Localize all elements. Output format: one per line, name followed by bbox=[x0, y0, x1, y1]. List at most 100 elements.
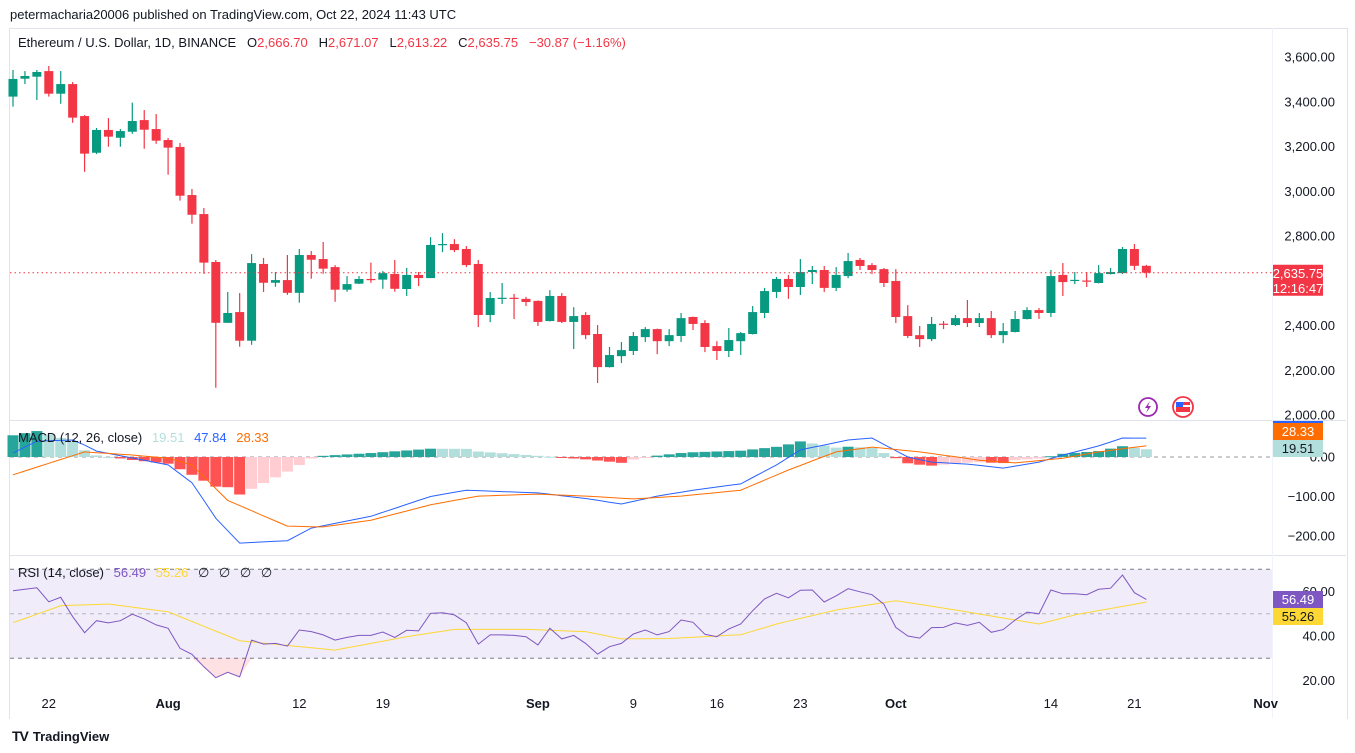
candle-body bbox=[557, 295, 567, 322]
macd-histogram-bar bbox=[43, 434, 55, 457]
candle-body bbox=[20, 76, 30, 79]
macd-histogram-bar bbox=[210, 457, 222, 487]
low-value: 2,613.22 bbox=[396, 35, 448, 50]
macd-histogram-bar bbox=[198, 457, 210, 481]
macd-histogram-bar bbox=[747, 449, 759, 457]
candle-body bbox=[211, 261, 221, 323]
candle-body bbox=[807, 270, 817, 273]
candle-body bbox=[1141, 265, 1151, 273]
candle-body bbox=[330, 267, 340, 290]
candle-body bbox=[1129, 248, 1139, 266]
rsi-ma-line bbox=[12, 600, 1147, 651]
macd-histogram-bar bbox=[79, 450, 91, 457]
candle-body bbox=[676, 318, 686, 337]
rsi-value: 56.49 bbox=[113, 565, 147, 580]
macd-histogram-bar bbox=[1009, 457, 1021, 461]
us-flag-event-icon[interactable] bbox=[1172, 396, 1194, 418]
macd-histogram-bar bbox=[7, 435, 19, 457]
macd-histogram-bar bbox=[448, 448, 460, 457]
candle-body bbox=[1046, 276, 1056, 313]
macd-histogram-bar bbox=[1045, 456, 1057, 458]
candle-body bbox=[760, 291, 770, 313]
candle-body bbox=[783, 278, 793, 288]
macd-histogram-bar bbox=[329, 455, 341, 457]
low-label: L bbox=[389, 35, 397, 50]
candle-body bbox=[950, 318, 960, 326]
macd-signal-label-text: 28.33 bbox=[1282, 424, 1315, 439]
macd-histogram-bar bbox=[150, 457, 162, 463]
macd-histogram-bar bbox=[1093, 451, 1105, 457]
candle-body bbox=[259, 263, 269, 283]
macd-histogram-bar bbox=[723, 451, 735, 457]
time-tick-label: Nov bbox=[1253, 696, 1278, 711]
candle-body bbox=[473, 263, 483, 315]
candle-body bbox=[939, 323, 949, 325]
candle-body bbox=[1117, 248, 1127, 274]
rsi-oversold-fill bbox=[191, 658, 252, 678]
macd-histogram-bar bbox=[771, 446, 783, 457]
rsi-legend[interactable]: RSI (14, close) 56.49 55.26 ∅ ∅ ∅ ∅ bbox=[18, 565, 278, 581]
macd-line bbox=[12, 437, 1147, 544]
high-value: 2,671.07 bbox=[328, 35, 379, 50]
candle-body bbox=[449, 244, 459, 251]
rsi-ma-label-text: 55.26 bbox=[1282, 609, 1315, 624]
macd-histogram-bar bbox=[759, 448, 771, 457]
macd-histogram-bar bbox=[472, 451, 484, 457]
macd-histogram-bar bbox=[1128, 447, 1140, 457]
candle-body bbox=[1058, 274, 1068, 283]
macd-histogram-bar bbox=[162, 457, 174, 464]
macd-histogram-bar bbox=[580, 457, 592, 460]
macd-histogram-bar bbox=[806, 443, 818, 457]
symbol-legend[interactable]: Ethereum / U.S. Dollar, 1D, BINANCE O2,6… bbox=[18, 35, 626, 50]
candle-body bbox=[831, 274, 841, 288]
tradingview-footer[interactable]: TV TradingView bbox=[12, 728, 109, 744]
candle-body bbox=[378, 273, 388, 280]
rsi-line bbox=[12, 574, 1147, 679]
macd-histogram-bar bbox=[91, 455, 103, 457]
candle-body bbox=[247, 263, 257, 341]
macd-histogram-bar bbox=[293, 457, 305, 466]
candle-body bbox=[855, 259, 865, 266]
macd-histogram-bar bbox=[234, 457, 246, 495]
rsi-extra-4: ∅ bbox=[260, 565, 273, 580]
candle-body bbox=[605, 355, 614, 368]
price-tick-label: 2,800.00 bbox=[1284, 229, 1335, 244]
rsi-title: RSI (14, close) bbox=[18, 565, 104, 580]
macd-histogram-bar bbox=[1021, 457, 1033, 460]
time-tick-label: 21 bbox=[1127, 696, 1141, 711]
lightning-event-icon[interactable] bbox=[1138, 397, 1158, 417]
macd-histogram-bar bbox=[460, 448, 472, 457]
macd-histogram-bar bbox=[317, 455, 329, 457]
open-label: O bbox=[247, 35, 258, 50]
macd-histogram-bar bbox=[890, 457, 902, 459]
last-price-label-box bbox=[1273, 264, 1323, 296]
candle-body bbox=[569, 316, 579, 322]
time-tick-label: 14 bbox=[1044, 696, 1058, 711]
time-tick-label: 23 bbox=[793, 696, 807, 711]
macd-signal-label-box bbox=[1273, 423, 1323, 440]
rsi-ma-value: 55.26 bbox=[155, 565, 189, 580]
macd-legend[interactable]: MACD (12, 26, close) 19.51 47.84 28.33 bbox=[18, 430, 275, 445]
candle-body bbox=[533, 300, 543, 322]
macd-histogram-bar bbox=[1105, 448, 1117, 457]
candle-body bbox=[151, 129, 161, 141]
candle-body bbox=[32, 71, 42, 77]
candle-body bbox=[306, 255, 316, 260]
candle-body bbox=[628, 336, 638, 352]
candle-body bbox=[485, 297, 495, 315]
time-tick-label: 22 bbox=[42, 696, 56, 711]
rsi-band-layer bbox=[10, 568, 1272, 659]
macd-histogram-bar bbox=[926, 457, 938, 466]
candle-body bbox=[68, 84, 78, 118]
last-price-label-text: 12:16:47 bbox=[1273, 281, 1324, 296]
macd-layer bbox=[7, 431, 1272, 544]
macd-histogram-bar bbox=[425, 448, 437, 457]
candle-body bbox=[175, 146, 185, 196]
macd-histogram-bar bbox=[246, 457, 258, 489]
macd-histogram-bar bbox=[627, 457, 639, 460]
candle-body bbox=[497, 297, 507, 299]
candle-body bbox=[903, 316, 913, 337]
macd-histogram-bar bbox=[1069, 452, 1081, 457]
